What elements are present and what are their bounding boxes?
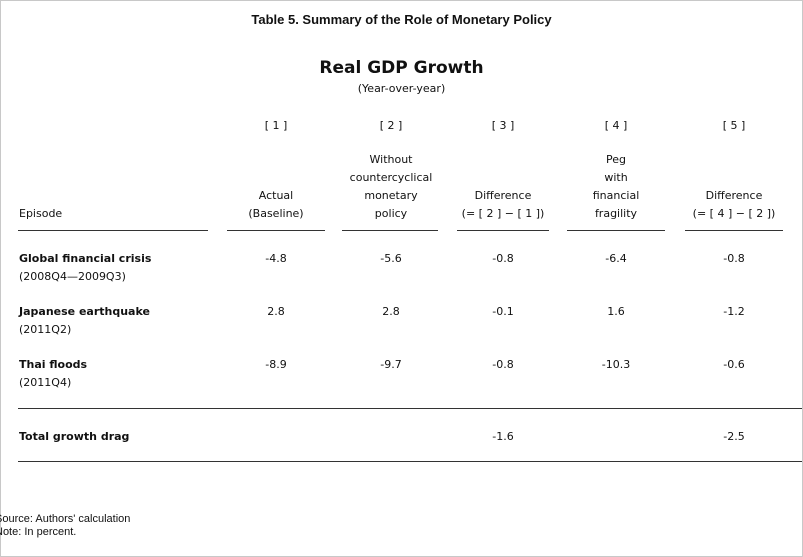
table-row-label: Global financial crisis (2008Q4—2009Q3) [19,250,151,286]
episode-period: (2011Q4) [19,376,72,389]
header-col4-line: with [604,171,628,184]
header-col2-line: countercyclical [349,171,433,184]
cell-peg: -10.3 [601,358,631,371]
total-rule-top [18,408,802,409]
header-col4-line: financial [592,189,640,202]
total-rule-bottom [18,461,802,462]
cell-difference-2: -0.6 [723,358,745,371]
episode-period: (2008Q4—2009Q3) [19,270,126,283]
header-col1-line: Actual [258,189,294,202]
cell-difference-2: -0.8 [723,252,745,265]
footnote-source: Source: Authors' calculation [0,513,131,525]
episode-name: Thai floods [19,358,88,371]
cell-without-policy: -5.6 [380,252,402,265]
header-col2-line: policy [374,207,408,220]
table-row-label: Japanese earthquake (2011Q2) [19,303,150,339]
header-underline-col4 [567,230,665,231]
cell-actual: 2.8 [267,305,285,318]
column-number-4: [ 4 ] [604,119,628,132]
header-col1-line: (Baseline) [248,207,304,220]
header-col2-line: Without [369,153,413,166]
column-number-1: [ 1 ] [264,119,288,132]
header-col1: Actual (Baseline) [226,187,326,223]
cell-without-policy: 2.8 [382,305,400,318]
header-col4-line: Peg [606,153,626,166]
footnote-note: Note: In percent. [0,526,77,538]
cell-difference-1: -0.8 [492,252,514,265]
cell-peg: 1.6 [607,305,625,318]
header-col5-line: (= [ 4 ] − [ 2 ]) [692,207,776,220]
total-label: Total growth drag [19,430,130,443]
header-underline-col5 [685,230,783,231]
header-col3-line: (= [ 2 ] − [ 1 ]) [461,207,545,220]
cell-without-policy: -9.7 [380,358,402,371]
episode-name: Global financial crisis [19,252,152,265]
header-underline-col2 [342,230,438,231]
table-row-label: Thai floods (2011Q4) [19,356,87,392]
table-title: Table 5. Summary of the Role of Monetary… [251,12,552,27]
subtitle-note: (Year-over-year) [357,82,446,95]
header-episode: Episode [19,207,63,220]
header-underline-col1 [227,230,325,231]
table-subtitle: Real GDP Growth [319,58,484,78]
header-col2: Without countercyclical monetary policy [331,151,451,223]
cell-difference-1: -0.8 [492,358,514,371]
total-difference-1: -1.6 [492,430,514,443]
column-number-3: [ 3 ] [491,119,515,132]
header-col5-line: Difference [705,189,763,202]
header-col5: Difference (= [ 4 ] − [ 2 ]) [679,187,789,223]
episode-period: (2011Q2) [19,323,72,336]
cell-actual: -4.8 [265,252,287,265]
header-col4: Peg with financial fragility [566,151,666,223]
header-col3: Difference (= [ 2 ] − [ 1 ]) [448,187,558,223]
column-number-5: [ 5 ] [722,119,746,132]
cell-difference-1: -0.1 [492,305,514,318]
header-col4-line: fragility [594,207,638,220]
cell-actual: -8.9 [265,358,287,371]
header-underline-col3 [457,230,549,231]
column-number-2: [ 2 ] [379,119,403,132]
episode-name: Japanese earthquake [19,305,150,318]
header-col2-line: monetary [364,189,418,202]
cell-peg: -6.4 [605,252,627,265]
total-difference-2: -2.5 [723,430,745,443]
header-underline-episode [18,230,208,231]
cell-difference-2: -1.2 [723,305,745,318]
header-col3-line: Difference [474,189,532,202]
